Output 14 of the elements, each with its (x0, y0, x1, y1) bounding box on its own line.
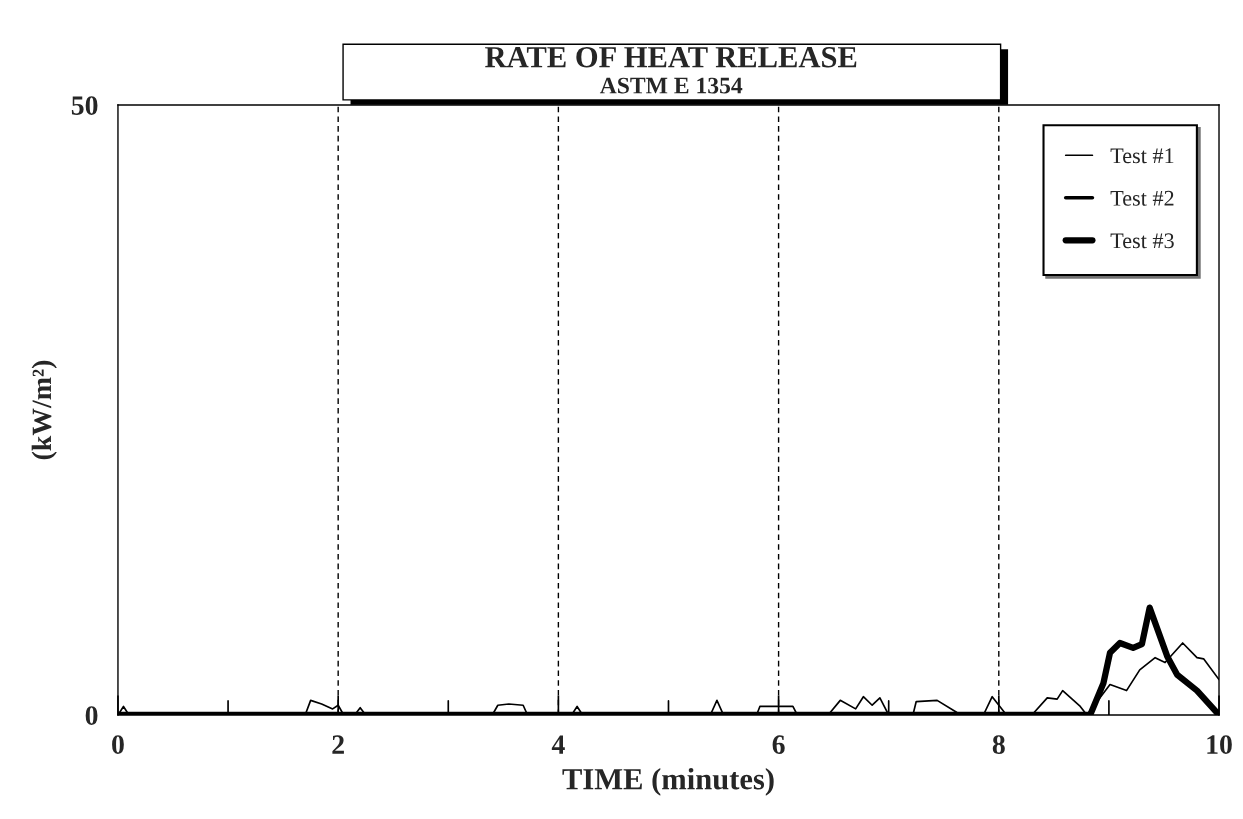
x-tick-label: 0 (112, 735, 124, 754)
chart-subtitle: ASTM E 1354 (599, 77, 743, 94)
y-axis-title: (kW/m²) (31, 360, 57, 460)
x-tick-label: 6 (772, 735, 785, 754)
chart-title: RATE OF HEAT RELEASE (485, 46, 857, 68)
y-tick-label: 50 (71, 96, 98, 115)
x-tick-label: 10 (1207, 735, 1232, 754)
x-tick-label: 2 (332, 735, 344, 754)
x-tick-label: 4 (551, 735, 565, 754)
legend-label: Test #1 (1110, 148, 1174, 164)
legend-label: Test #2 (1110, 190, 1174, 206)
legend-label: Test #3 (1110, 233, 1174, 249)
x-tick-label: 8 (992, 735, 1005, 754)
x-axis-title: TIME (minutes) (562, 767, 774, 796)
